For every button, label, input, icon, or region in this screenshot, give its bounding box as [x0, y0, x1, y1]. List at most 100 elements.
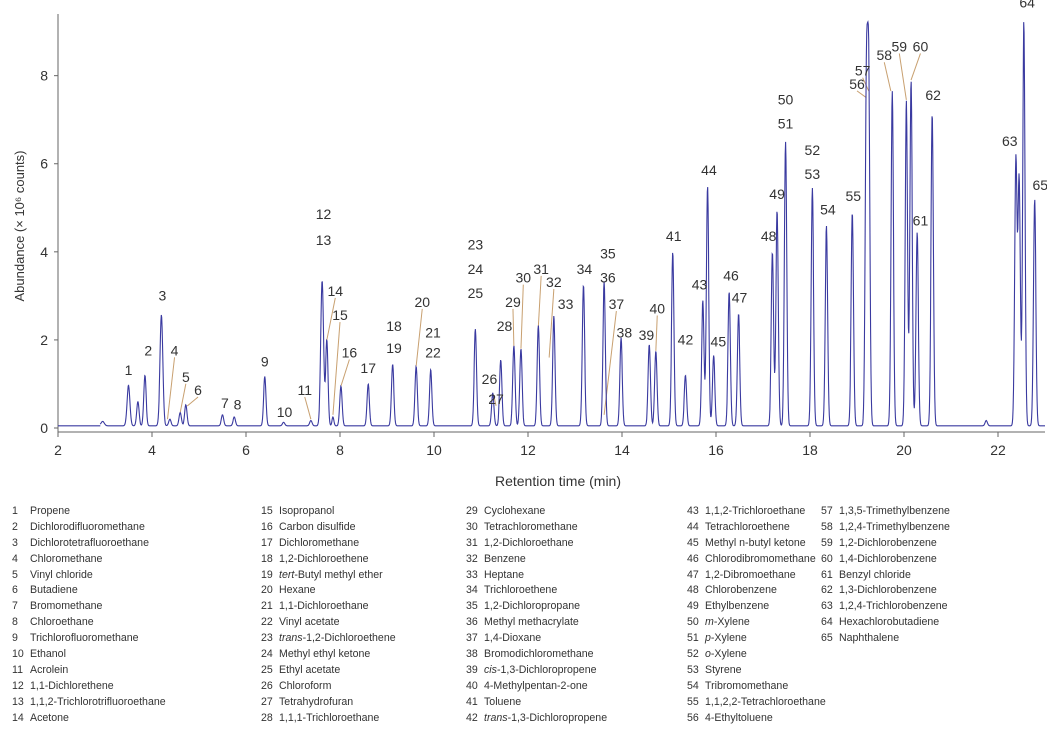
legend-compound-name: Heptane [484, 568, 525, 581]
legend-compound-name: Propene [30, 505, 71, 517]
legend-compound-name: -1,2-Dichloroethene [302, 632, 396, 645]
peak-label: 43 [692, 276, 708, 292]
legend-compound-name: Butadiene [30, 584, 78, 597]
legend-compound-name: 1,2-Dibromoethane [705, 568, 796, 581]
peak-label: 48 [761, 228, 777, 244]
legend-item: 48 Chlorobenzene [687, 583, 826, 599]
legend-compound-name: -1,3-Dichloropropene [507, 711, 608, 724]
legend-item: 34 Trichloroethene [466, 583, 607, 599]
legend-number: 25 [261, 663, 273, 676]
legend-number: 43 [687, 505, 699, 517]
legend-item: 64 Hexachlorobutadiene [821, 615, 950, 631]
legend-item: 2 Dichlorodifluoromethane [12, 520, 166, 536]
peak-label: 42 [678, 331, 694, 347]
legend-compound-name: Ethanol [30, 648, 66, 661]
legend-number: 1 [12, 505, 18, 517]
legend-number: 48 [687, 584, 699, 597]
legend-compound-name: Isopropanol [279, 505, 335, 517]
compound-legend: 1 Propene 2 Dichlorodifluoromethane 3 Dichlor… [12, 504, 1042, 734]
legend-number: 35 [466, 600, 478, 613]
peak-label: 57 [855, 63, 871, 79]
legend-item: 25 Ethyl acetate [261, 663, 396, 679]
legend-column: 57 1,3,5-Trimethylbenzene 58 1,2,4-Trimethy… [821, 504, 950, 647]
peak-label: 3 [158, 287, 166, 303]
peak-label: 1 [125, 362, 133, 378]
peak-leader-line [493, 394, 497, 406]
legend-item: 49 Ethylbenzene [687, 599, 826, 615]
legend-item: 18 1,2-Dichloroethene [261, 552, 396, 568]
peak-label: 56 [849, 76, 865, 92]
legend-item: 13 1,1,2-Trichlorotrifluoroethane [12, 695, 166, 711]
legend-number: 21 [261, 600, 273, 613]
legend-number: 54 [687, 679, 699, 692]
legend-prefix: cis [484, 663, 497, 676]
legend-item: 38 Bromodichloromethane [466, 647, 607, 663]
legend-item: 41 Toluene [466, 695, 607, 711]
peak-label: 28 [497, 318, 513, 334]
legend-item: 28 1,1,1-Trichloroethane [261, 711, 396, 727]
legend-number: 37 [466, 632, 478, 645]
legend-compound-name: 1,3,5-Trimethylbenzene [839, 505, 950, 517]
peak-label: 34 [577, 261, 593, 277]
peak-leader-line [910, 53, 921, 81]
legend-compound-name: Ethylbenzene [705, 600, 770, 613]
legend-item: 59 1,2-Dichlorobenzene [821, 536, 950, 552]
peak-label: 63 [1002, 133, 1018, 149]
legend-compound-name: 1,1,2,2-Tetrachloroethane [705, 695, 826, 708]
legend-compound-name: 1,2-Dichloroethene [279, 552, 369, 565]
peak-label: 47 [732, 289, 748, 305]
legend-item: 61 Benzyl chloride [821, 568, 950, 584]
legend-compound-name: Benzyl chloride [839, 568, 911, 581]
peak-label: 64 [1019, 0, 1035, 10]
peak-leader-line [415, 308, 423, 367]
legend-compound-name: -1,3-Dichloropropene [496, 663, 597, 676]
legend-prefix: o [705, 648, 711, 661]
legend-compound-name: 4-Ethyltoluene [705, 711, 773, 724]
legend-item: 46 Chlorodibromomethane [687, 552, 826, 568]
legend-item: 40 4-Methylpentan-2-one [466, 679, 607, 695]
legend-compound-name: Toluene [484, 695, 522, 708]
x-tick-label: 4 [148, 442, 156, 458]
peak-label: 53 [805, 166, 821, 182]
peak-label: 19 [386, 340, 402, 356]
peak-leader-line [340, 359, 350, 387]
peak-label: 31 [533, 261, 549, 277]
legend-number: 38 [466, 648, 478, 661]
peak-label: 59 [892, 38, 908, 54]
legend-number: 52 [687, 648, 699, 661]
peak-label: 46 [723, 267, 739, 283]
peak-leader-line [512, 308, 515, 347]
peak-leader-line [856, 90, 867, 99]
legend-compound-name: Methyl methacrylate [484, 616, 579, 629]
legend-item: 10 Ethanol [12, 647, 166, 663]
legend-number: 56 [687, 711, 699, 724]
legend-compound-name: -Xylene [710, 632, 747, 645]
x-tick-label: 6 [242, 442, 250, 458]
peak-label: 13 [316, 232, 332, 248]
legend-item: 24 Methyl ethyl ketone [261, 647, 396, 663]
peak-label: 21 [425, 325, 441, 341]
peak-label: 22 [425, 345, 441, 361]
peak-label: 44 [701, 162, 717, 178]
legend-item: 15 Isopropanol [261, 504, 396, 520]
legend-compound-name: Bromodichloromethane [484, 648, 594, 661]
x-tick-label: 10 [426, 442, 442, 458]
legend-number: 17 [261, 536, 273, 549]
legend-item: 12 1,1-Dichlorethene [12, 679, 166, 695]
legend-prefix: tert [279, 568, 295, 581]
legend-number: 27 [261, 695, 273, 708]
legend-item: 43 1,1,2-Trichloroethane [687, 504, 826, 520]
peak-label: 39 [639, 327, 655, 343]
legend-number: 45 [687, 536, 699, 549]
legend-item: 3 Dichlorotetrafluoroethane [12, 536, 166, 552]
legend-number: 41 [466, 695, 478, 708]
legend-number: 15 [261, 505, 273, 517]
peak-label: 6 [194, 382, 202, 398]
legend-prefix: trans [279, 632, 303, 645]
legend-number: 50 [687, 616, 699, 629]
peak-label: 65 [1033, 177, 1047, 193]
legend-compound-name: Chloroform [279, 679, 332, 692]
legend-item: 11 Acrolein [12, 663, 166, 679]
x-axis-title: Retention time (min) [495, 473, 621, 489]
